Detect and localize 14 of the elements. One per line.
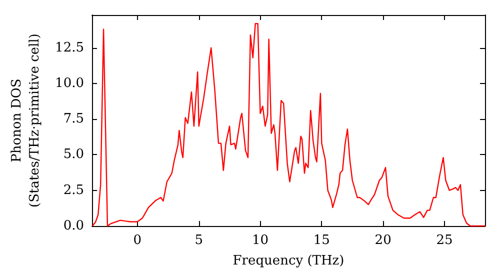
x-axis-title: Frequency (THz)	[232, 254, 344, 268]
x-tick-label: 15	[313, 233, 330, 248]
x-tick-label: 5	[194, 233, 203, 248]
y-tick-label: 0.0	[63, 218, 84, 234]
x-tick-label: 25	[436, 233, 453, 248]
y-tick-label: 7.5	[63, 112, 84, 127]
x-tick-label: 0	[133, 233, 142, 248]
y-tick-label: 10.0	[55, 76, 84, 91]
y-axis-title: Phonon DOS (States/THz·primitive cell)	[10, 33, 43, 208]
y-tick-label: 5.0	[63, 147, 84, 162]
y-tick-label: 12.5	[55, 40, 84, 56]
y-tick-label: 2.5	[63, 182, 84, 198]
x-tick-label: 10	[252, 233, 269, 248]
x-tick-label: 20	[374, 233, 392, 248]
